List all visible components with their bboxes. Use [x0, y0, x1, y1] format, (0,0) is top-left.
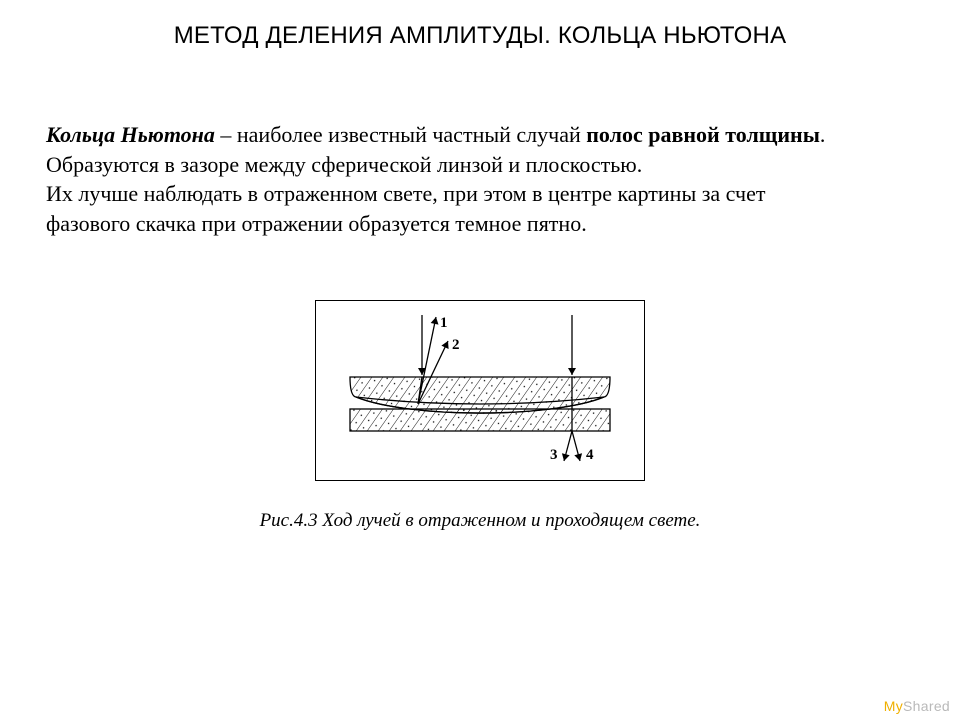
svg-text:1: 1	[440, 315, 448, 331]
line1-mid: наиболее известный частный случай	[237, 122, 586, 147]
term: Кольца Ньютона	[46, 122, 215, 147]
line1-end: .	[820, 122, 826, 147]
svg-text:4: 4	[586, 447, 594, 463]
svg-text:3: 3	[550, 447, 558, 463]
body-paragraph: Кольца Ньютона – наиболее известный част…	[46, 120, 916, 239]
line1-bold: полос равной толщины	[586, 122, 820, 147]
watermark-shared: Shared	[903, 698, 950, 714]
figure-caption: Рис.4.3 Ход лучей в отраженном и проходя…	[0, 510, 960, 532]
svg-text:2: 2	[452, 337, 460, 353]
slide: МЕТОД ДЕЛЕНИЯ АМПЛИТУДЫ. КОЛЬЦА НЬЮТОНА …	[0, 0, 960, 720]
line4: фазового скачка при отражении образуется…	[46, 211, 587, 236]
ray-diagram: 12 3 4	[330, 311, 630, 467]
watermark-my: My	[884, 698, 903, 714]
line3: Их лучше наблюдать в отраженном свете, п…	[46, 181, 765, 206]
dash: –	[215, 122, 237, 147]
line2: Образуются в зазоре между сферической ли…	[46, 152, 642, 177]
figure: 12 3 4	[0, 300, 960, 481]
page-title: МЕТОД ДЕЛЕНИЯ АМПЛИТУДЫ. КОЛЬЦА НЬЮТОНА	[0, 22, 960, 50]
watermark: MyShared	[884, 698, 950, 714]
figure-box: 12 3 4	[315, 300, 645, 481]
